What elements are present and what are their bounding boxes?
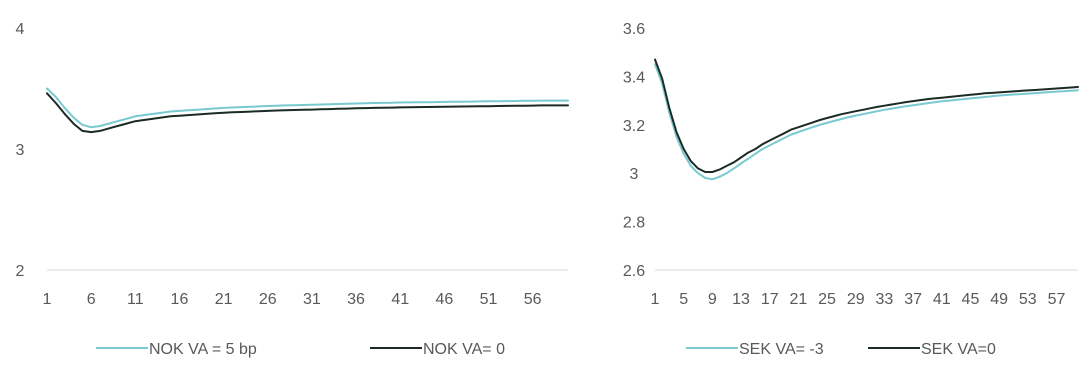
x-tick-label: 1 (43, 291, 52, 308)
chart-2: 2.6 2.8 3 3.2 3.4 3.6 1 5 9 13 17 21 25 29 33 37 41 45 49 5… (623, 21, 1079, 358)
x-tick-label: 31 (303, 291, 321, 308)
x-tick-label: 17 (761, 291, 779, 308)
x-tick-label: 41 (933, 291, 951, 308)
y-tick-label: 3.2 (623, 118, 645, 135)
x-tick-label: 33 (876, 291, 894, 308)
legend-item: SEK VA= -3 (686, 341, 824, 358)
x-tick-label: 11 (127, 291, 144, 308)
x-tick-label: 13 (732, 291, 750, 308)
x-tick-label: 9 (708, 291, 717, 308)
x-tick-label: 5 (679, 291, 688, 308)
series-line-2 (46, 92, 569, 134)
x-tick-label: 41 (391, 291, 409, 308)
legend-label: SEK VA=0 (921, 341, 996, 358)
x-tick-label: 57 (1048, 291, 1066, 308)
x-tick-label: 45 (962, 291, 980, 308)
x-tick-label: 6 (87, 291, 96, 308)
x-tick-label: 21 (215, 291, 233, 308)
legend-label: NOK VA= 0 (423, 341, 505, 358)
y-tick-label: 3.6 (623, 21, 645, 38)
x-tick-label: 21 (789, 291, 807, 308)
legend-item: SEK VA=0 (868, 341, 996, 358)
x-tick-label: 56 (524, 291, 542, 308)
x-tick-label: 25 (818, 291, 836, 308)
x-tick-label: 1 (651, 291, 660, 308)
legend-label: SEK VA= -3 (739, 341, 824, 358)
x-tick-label: 49 (990, 291, 1008, 308)
x-tick-label: 36 (347, 291, 365, 308)
x-tick-label: 37 (904, 291, 922, 308)
series-line-2 (654, 58, 1079, 173)
x-tick-label: 16 (171, 291, 189, 308)
legend: NOK VA = 5 bp NOK VA= 0 (96, 341, 505, 358)
y-tick-label: 2.8 (623, 215, 645, 232)
series-line-1 (654, 63, 1079, 181)
y-tick-label: 3.4 (623, 69, 645, 86)
y-tick-label: 2 (16, 263, 25, 280)
y-tick-label: 2.6 (623, 263, 645, 280)
x-tick-label: 53 (1019, 291, 1037, 308)
legend-item: NOK VA= 0 (370, 341, 505, 358)
x-tick-label: 51 (480, 291, 498, 308)
y-tick-label: 3 (630, 166, 639, 183)
y-tick-label: 4 (16, 21, 25, 38)
x-tick-label: 29 (847, 291, 865, 308)
y-tick-label: 3 (16, 142, 25, 159)
legend-item: NOK VA = 5 bp (96, 341, 257, 358)
legend: SEK VA= -3 SEK VA=0 (686, 341, 996, 358)
x-tick-label: 26 (259, 291, 277, 308)
legend-label: NOK VA = 5 bp (149, 341, 257, 358)
x-tick-label: 46 (435, 291, 453, 308)
series-line-1 (46, 87, 569, 129)
